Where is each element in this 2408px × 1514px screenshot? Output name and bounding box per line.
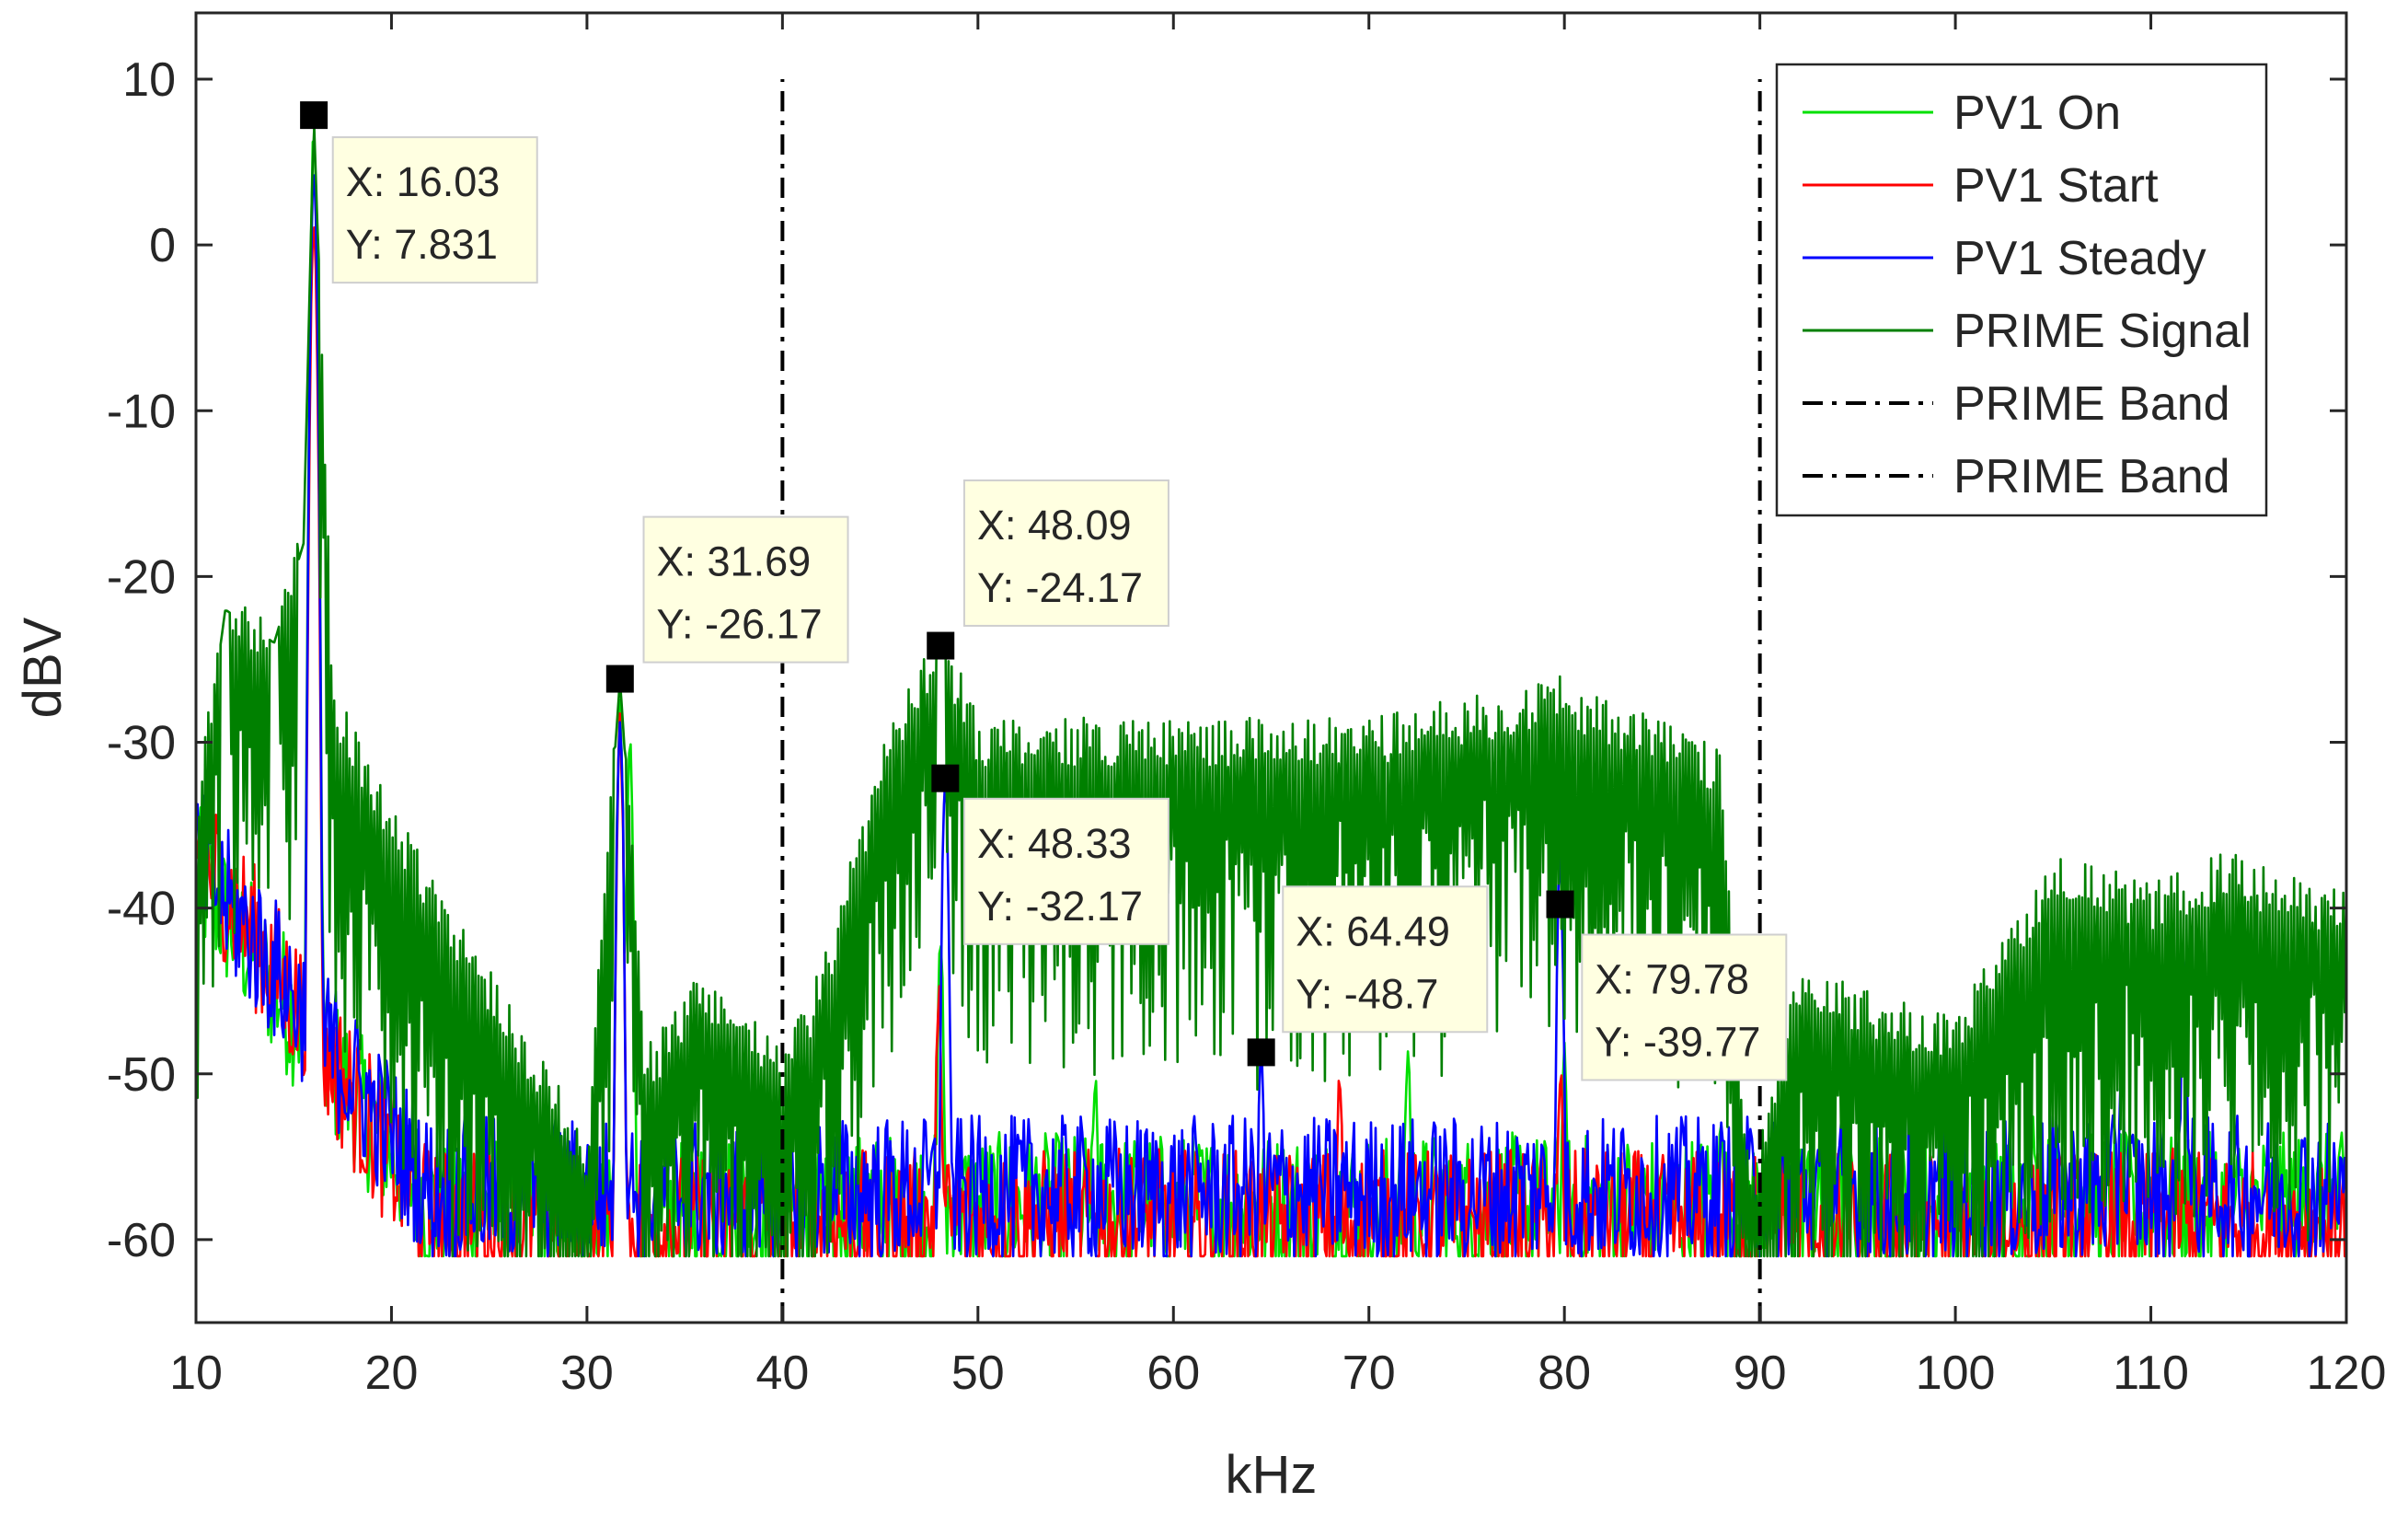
data-tip-marker: [931, 764, 960, 792]
data-tip-marker: [1247, 1038, 1275, 1067]
y-tick-label: -60: [107, 1214, 176, 1267]
legend-label: PRIME Band: [1953, 377, 2230, 431]
x-tick-label: 110: [2113, 1346, 2189, 1400]
legend-label: PV1 On: [1953, 87, 2121, 140]
data-tip: X: 48.09 Y: -24.17: [927, 479, 1169, 660]
y-tick-label: 0: [149, 219, 176, 272]
axes-box: [194, 11, 2348, 1324]
data-tip-box: [642, 515, 849, 664]
series-layer: [194, 126, 2348, 1258]
data-tip-y: Y: -24.17: [977, 564, 1143, 611]
data-tip: X: 79.78 Y: -39.77: [1546, 890, 1788, 1081]
data-tip: X: 31.69 Y: -26.17: [605, 515, 849, 693]
x-tick-label: 10: [169, 1346, 223, 1400]
data-tip: X: 64.49 Y: -48.7: [1247, 885, 1489, 1067]
data-tip-y: Y: 7.831: [346, 221, 498, 268]
data-tip-marker: [927, 631, 955, 660]
data-tip: X: 48.33 Y: -32.17: [931, 764, 1169, 945]
data-tip-x: X: 48.33: [977, 820, 1132, 867]
x-tick-label: 90: [1734, 1346, 1787, 1400]
data-tip-box: [962, 797, 1169, 945]
x-tick-label: 120: [2307, 1346, 2387, 1400]
legend-label: PRIME Band: [1953, 450, 2230, 503]
y-axis-label: dBV: [13, 617, 73, 718]
data-tip-x: X: 64.49: [1296, 907, 1450, 954]
data-tip-y: Y: -26.17: [657, 601, 823, 648]
data-tip-y: Y: -32.17: [977, 883, 1143, 930]
y-tick-label: -50: [107, 1048, 176, 1102]
x-tick-label: 30: [560, 1346, 614, 1400]
x-tick-label: 70: [1342, 1346, 1396, 1400]
datatip-layer: X: 16.03 Y: 7.831 X: 31.69 Y: -26.17 X: 48.0…: [300, 101, 1788, 1081]
x-axis-label: kHz: [1226, 1445, 1318, 1505]
data-tip-marker: [605, 665, 634, 693]
x-tick-label: 40: [755, 1346, 809, 1400]
legend: PV1 On PV1 Start PV1 Steady PRIME Signal PRI…: [1775, 63, 2268, 517]
data-tip-x: X: 31.69: [657, 538, 812, 585]
data-tip-y: Y: -48.7: [1296, 970, 1438, 1017]
x-tick-label: 50: [951, 1346, 1005, 1400]
series-line-prime_signal: [194, 126, 2348, 1258]
x-tick-label: 80: [1538, 1346, 1591, 1400]
legend-label: PV1 Steady: [1953, 232, 2206, 285]
x-tick-label: 20: [365, 1346, 419, 1400]
legend-label: PV1 Start: [1953, 159, 2159, 213]
tick-layer: 10 20 30 40 50 60 70 80 90 100 110 120100-10-20-30-…: [107, 13, 2387, 1400]
data-tip-marker: [1546, 890, 1574, 919]
y-tick-label: -30: [107, 717, 176, 770]
data-tip-box: [962, 479, 1169, 627]
data-tip-x: X: 48.09: [977, 502, 1132, 549]
y-tick-label: 10: [122, 53, 176, 107]
legend-label: PRIME Signal: [1953, 305, 2252, 358]
data-tip-box: [1282, 885, 1489, 1034]
data-tip-box: [331, 136, 538, 284]
x-tick-label: 60: [1146, 1346, 1200, 1400]
data-tip-x: X: 16.03: [346, 158, 501, 205]
data-tip: X: 16.03 Y: 7.831: [300, 101, 538, 284]
prime-band-layer: [780, 79, 1762, 1323]
data-tip-marker: [300, 101, 328, 130]
legend-box: [1775, 63, 2268, 517]
data-tip-x: X: 79.78: [1595, 956, 1749, 1003]
x-tick-label: 100: [1916, 1346, 1996, 1400]
y-tick-label: -20: [107, 550, 176, 604]
data-tip-box: [1581, 933, 1788, 1081]
y-tick-label: -40: [107, 883, 176, 936]
y-tick-label: -10: [107, 385, 176, 438]
data-tip-y: Y: -39.77: [1595, 1019, 1760, 1066]
